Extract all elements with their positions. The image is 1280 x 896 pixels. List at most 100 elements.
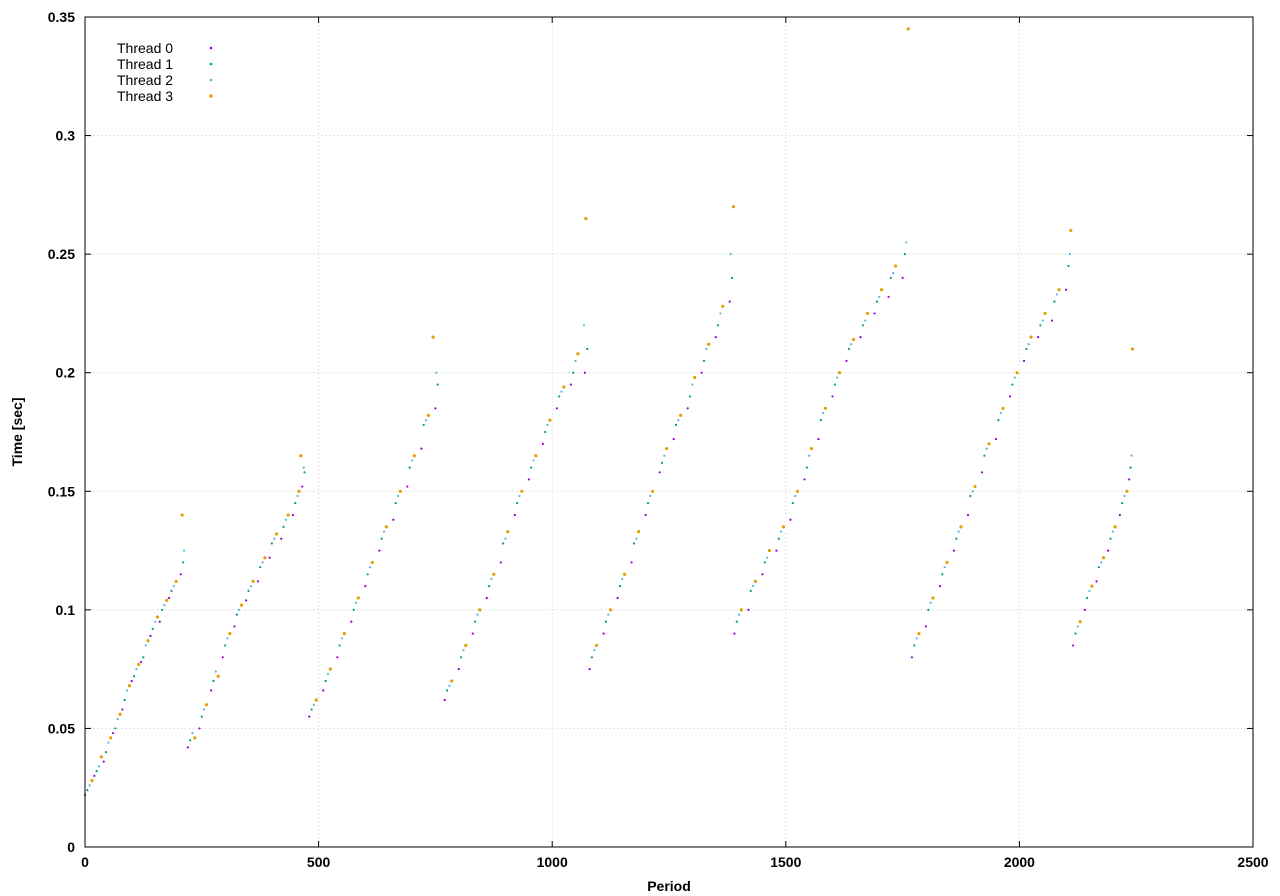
x-tick-label: 500 bbox=[307, 854, 331, 870]
data-point bbox=[541, 442, 544, 445]
data-point bbox=[558, 395, 561, 398]
data-point bbox=[1101, 556, 1106, 560]
data-point bbox=[299, 454, 303, 458]
data-point bbox=[878, 295, 881, 298]
data-point bbox=[1015, 371, 1019, 375]
data-point bbox=[179, 573, 182, 576]
data-point bbox=[864, 319, 867, 322]
data-point bbox=[172, 585, 175, 588]
data-point bbox=[137, 662, 141, 667]
data-point bbox=[1069, 228, 1073, 233]
data-point bbox=[125, 689, 129, 692]
data-point bbox=[1029, 335, 1033, 339]
data-point bbox=[1074, 632, 1077, 635]
data-point bbox=[235, 613, 238, 616]
data-point bbox=[146, 639, 150, 643]
data-point bbox=[1123, 494, 1126, 498]
data-point bbox=[733, 632, 736, 635]
data-point bbox=[431, 335, 435, 339]
data-point bbox=[422, 423, 425, 426]
data-point bbox=[324, 679, 327, 683]
data-point bbox=[609, 608, 613, 612]
data-point bbox=[382, 530, 386, 533]
y-tick-label: 0.05 bbox=[48, 720, 75, 736]
data-point bbox=[1057, 288, 1061, 292]
data-point bbox=[1036, 336, 1040, 339]
data-point bbox=[809, 447, 814, 451]
data-point bbox=[859, 336, 862, 339]
data-point bbox=[735, 620, 738, 623]
data-point bbox=[104, 751, 108, 754]
data-point bbox=[945, 560, 949, 565]
data-point bbox=[273, 537, 276, 540]
data-point bbox=[1053, 300, 1056, 303]
data-point bbox=[582, 324, 586, 327]
data-point bbox=[513, 513, 516, 517]
data-point bbox=[200, 715, 203, 718]
series-thread-0 bbox=[83, 276, 1131, 796]
data-point bbox=[702, 359, 706, 362]
data-point bbox=[233, 625, 236, 628]
data-point bbox=[623, 572, 627, 576]
data-point bbox=[268, 556, 271, 559]
data-point bbox=[296, 494, 299, 498]
data-point bbox=[586, 347, 589, 351]
y-tick-label: 0 bbox=[67, 839, 75, 855]
data-point bbox=[516, 502, 519, 505]
data-point bbox=[1107, 549, 1110, 552]
data-point bbox=[955, 537, 958, 540]
data-point bbox=[435, 371, 438, 374]
data-point bbox=[1121, 502, 1124, 505]
data-point bbox=[270, 542, 273, 545]
data-point bbox=[488, 585, 491, 588]
data-point bbox=[987, 442, 991, 446]
data-point bbox=[1022, 359, 1026, 362]
data-point bbox=[952, 549, 956, 552]
axis-ticks: 0 500 1000 1500 2000 2500 0 0.05 0.1 0.15 0.2 0.25 0… bbox=[48, 9, 1269, 870]
data-point bbox=[971, 490, 974, 493]
data-point bbox=[892, 272, 895, 275]
data-point bbox=[747, 608, 750, 611]
data-point bbox=[607, 613, 610, 616]
data-point bbox=[284, 518, 287, 521]
data-point bbox=[924, 625, 928, 628]
legend-marker-thread-0 bbox=[209, 46, 213, 50]
data-point bbox=[490, 577, 493, 581]
data-point bbox=[474, 620, 477, 623]
data-point bbox=[865, 311, 870, 316]
data-point bbox=[212, 679, 215, 683]
data-point bbox=[649, 494, 652, 498]
data-point bbox=[160, 608, 164, 611]
data-point bbox=[476, 613, 479, 616]
data-point bbox=[576, 352, 580, 356]
data-point bbox=[168, 596, 171, 600]
data-point bbox=[1008, 395, 1012, 398]
data-point bbox=[1025, 347, 1028, 351]
data-point bbox=[116, 717, 119, 721]
data-point bbox=[850, 343, 853, 346]
data-point bbox=[893, 264, 898, 268]
data-point bbox=[286, 513, 290, 517]
data-point bbox=[777, 537, 780, 540]
data-point bbox=[1027, 343, 1030, 346]
x-tick-label: 1000 bbox=[537, 854, 568, 870]
data-point bbox=[957, 530, 960, 533]
data-point bbox=[637, 530, 641, 534]
data-point bbox=[114, 727, 117, 730]
data-point bbox=[228, 631, 232, 636]
data-point bbox=[901, 276, 904, 279]
data-point bbox=[198, 727, 201, 730]
data-point bbox=[90, 779, 94, 783]
legend-label-thread-2: Thread 2 bbox=[117, 72, 173, 88]
data-point bbox=[251, 579, 255, 584]
x-tick-label: 0 bbox=[81, 854, 89, 870]
data-point bbox=[135, 668, 138, 671]
data-point bbox=[1072, 644, 1075, 647]
data-point bbox=[436, 383, 439, 386]
x-tick-label: 2500 bbox=[1237, 854, 1268, 870]
data-point bbox=[238, 608, 241, 611]
data-point bbox=[861, 324, 864, 327]
data-point bbox=[142, 656, 145, 659]
y-tick-label: 0.3 bbox=[56, 128, 76, 144]
data-point bbox=[434, 407, 437, 410]
